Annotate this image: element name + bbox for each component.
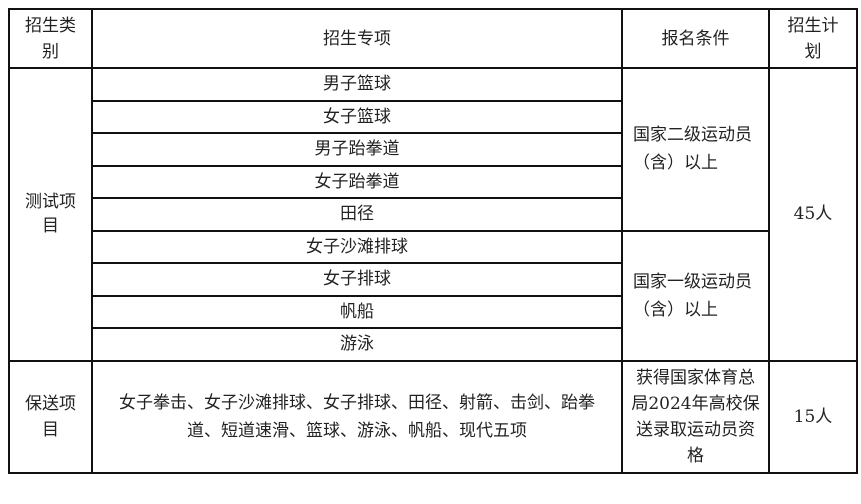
specialty-item: 女子排球: [91, 262, 623, 297]
table-row: 田径: [9, 197, 857, 232]
table-row: 女子跆拳道: [9, 164, 857, 199]
header-plan: 招生计划: [768, 8, 858, 69]
recommend-plan: 15人: [768, 359, 858, 474]
specialty-item: 田径: [91, 197, 623, 232]
table-row: 女子排球: [9, 262, 857, 297]
test-condition-1: 国家二级运动员（含）以上: [621, 67, 770, 232]
table-row: 女子沙滩排球 国家一级运动员（含）以上: [9, 229, 857, 362]
recommend-items: 女子拳击、女子沙滩排球、女子排球、田径、射箭、击剑、跆拳道、短道速滑、篮球、游泳…: [91, 359, 623, 474]
specialty-item: 女子沙滩排球: [91, 229, 623, 264]
table-row: 男子跆拳道: [9, 132, 857, 167]
header-condition: 报名条件: [621, 8, 770, 69]
specialty-item: 男子篮球: [91, 67, 623, 102]
test-category: 测试项目: [8, 67, 93, 362]
header-row: 招生类别 招生专项 报名条件 招生计划: [8, 8, 858, 69]
specialty-item: 女子篮球: [91, 99, 623, 134]
recommend-condition: 获得国家体育总局2024年高校保送录取运动员资格: [621, 359, 770, 474]
specialty-item: 游泳: [91, 327, 623, 362]
header-category: 招生类别: [8, 8, 93, 69]
table-row: 女子篮球: [9, 99, 857, 134]
table-row: 测试项目 男子篮球 国家二级运动员（含）以上 45人: [8, 67, 858, 362]
table-row: 游泳: [9, 327, 857, 362]
test-condition-2: 国家一级运动员（含）以上: [621, 229, 770, 362]
recommend-row: 保送项目 女子拳击、女子沙滩排球、女子排球、田径、射箭、击剑、跆拳道、短道速滑、…: [8, 359, 858, 474]
specialty-item: 女子跆拳道: [91, 164, 623, 199]
enrollment-table: 招生类别 招生专项 报名条件 招生计划 测试项目 男子篮球 国家二级运动员（含）…: [8, 8, 858, 474]
test-plan: 45人: [768, 67, 858, 362]
header-specialty: 招生专项: [91, 8, 623, 69]
table-row: 帆船: [9, 294, 857, 329]
specialty-item: 帆船: [91, 294, 623, 329]
recommend-category: 保送项目: [8, 359, 93, 474]
specialty-item: 男子跆拳道: [91, 132, 623, 167]
